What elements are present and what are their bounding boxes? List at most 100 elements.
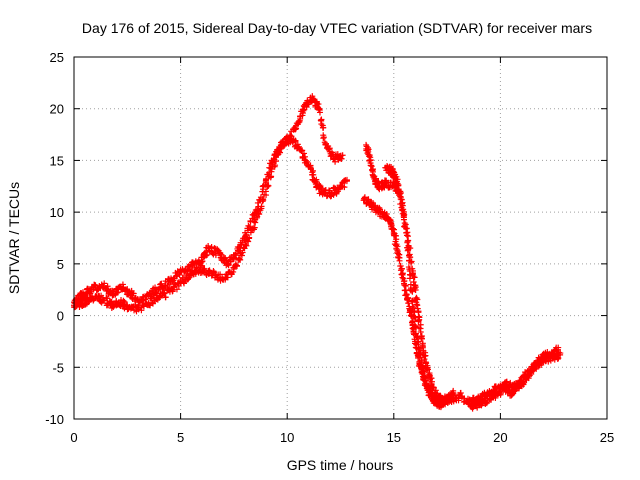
data-point-fill [413, 344, 420, 351]
data-point-fill [418, 335, 425, 342]
data-point-fill [87, 290, 94, 297]
data-point-fill [253, 210, 260, 217]
data-point-fill [333, 189, 340, 196]
data-point-fill [316, 106, 323, 113]
data-point-fill [422, 352, 429, 359]
data-point-fill [193, 264, 200, 271]
data-point-fill [341, 184, 348, 191]
data-point-fill [129, 290, 136, 297]
data-point-fill [382, 178, 389, 185]
series-track-b [71, 93, 346, 307]
data-point [230, 266, 237, 273]
data-point-fill [409, 325, 416, 332]
y-tick-label: 15 [50, 153, 64, 168]
data-point-fill [234, 263, 240, 270]
y-tick-label: 5 [57, 257, 64, 272]
data-point-fill [410, 273, 417, 280]
data-point-fill [161, 290, 168, 297]
data-point-fill [414, 296, 421, 303]
data-point-fill [299, 147, 306, 154]
series-track-e [382, 163, 446, 406]
data-point-fill [266, 164, 273, 171]
data-point-fill [496, 389, 503, 396]
data-point [339, 152, 346, 159]
data-point-fill [217, 250, 224, 257]
data-point [439, 398, 446, 405]
data-point-fill [468, 400, 475, 407]
y-tick-label: 20 [50, 102, 64, 117]
data-point-fill [400, 213, 407, 220]
data-point-fill [293, 125, 300, 132]
x-tick-label: 5 [177, 430, 184, 445]
y-tick-label: -5 [52, 360, 64, 375]
data-point-fill [212, 252, 219, 259]
data-point [557, 351, 564, 358]
data-point-fill [397, 194, 404, 201]
data-point-fill [275, 148, 282, 155]
plot-frame [73, 56, 608, 420]
data-point-fill [368, 163, 375, 170]
data-point-fill [404, 229, 411, 236]
data-point-fill [410, 278, 417, 285]
data-point-fill [243, 231, 250, 238]
data-point-fill [309, 171, 316, 178]
data-point-fill [417, 363, 424, 370]
data-point-fill [388, 222, 395, 229]
data-point [450, 390, 457, 397]
data-point [343, 178, 350, 185]
data-point-fill [332, 158, 339, 165]
data-point-fill [257, 194, 264, 201]
data-point-fill [223, 257, 230, 264]
data-point-fill [301, 153, 308, 160]
series-track-a [71, 135, 350, 315]
x-tick-label: 20 [493, 430, 507, 445]
grid-lines [74, 57, 607, 419]
data-point-fill [247, 218, 254, 225]
data-point-fill [409, 288, 416, 295]
data-point-fill [412, 286, 419, 293]
data-point-fill [104, 295, 111, 302]
data-point [407, 312, 414, 319]
y-tick-label: 10 [50, 205, 64, 220]
data-point-fill [300, 150, 307, 157]
data-point-fill [254, 206, 261, 213]
data-point-fill [455, 395, 462, 402]
y-tick-label: 25 [50, 50, 64, 65]
data-point-fill [525, 375, 532, 382]
data-point-fill [338, 155, 345, 162]
data-point-fill [246, 224, 253, 231]
data-point-fill [397, 188, 404, 195]
data-point-fill [313, 178, 320, 185]
data-point-fill [202, 252, 209, 259]
x-tick-label: 10 [280, 430, 294, 445]
data-point-fill [316, 109, 323, 116]
data-point-fill [286, 132, 293, 139]
data-point-fill [338, 183, 345, 190]
data-point-fill [407, 245, 414, 252]
data-point-fill [406, 275, 413, 282]
data-point-fill [263, 175, 270, 182]
data-point-fill [426, 371, 433, 378]
data-marks [71, 93, 564, 412]
axis-ticks: 0 5 10 15 20 25 -10 -5 0 5 10 15 20 25 [45, 50, 614, 445]
data-point-fill [303, 159, 310, 166]
data-point-fill [410, 330, 417, 337]
data-point-fill [320, 134, 327, 141]
data-point-fill [367, 162, 374, 169]
data-point-fill [173, 286, 180, 293]
data-point-fill [238, 252, 245, 259]
data-point-fill [405, 300, 412, 307]
data-point-fill [292, 137, 299, 144]
data-point-fill [224, 274, 231, 281]
data-point-fill [265, 182, 272, 189]
data-point-fill [237, 256, 244, 263]
data-point-fill [210, 269, 217, 276]
data-point-fill [175, 282, 182, 289]
data-point-fill [199, 258, 206, 265]
x-tick-label: 15 [387, 430, 401, 445]
x-tick-label: 25 [600, 430, 614, 445]
data-point [554, 346, 561, 353]
data-point-fill [408, 298, 415, 305]
data-point-fill [555, 355, 562, 362]
